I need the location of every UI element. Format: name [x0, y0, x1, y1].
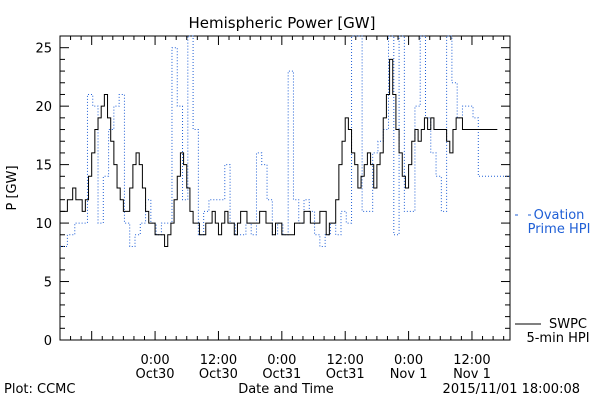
x-tick-label-time: 0:00: [394, 353, 423, 368]
y-ticks: 0 5 10 15 20 25: [35, 35, 510, 349]
x-ticks: 0:00Oct3012:00Oct300:00Oct3112:00Oct310:…: [59, 36, 505, 382]
x-tick-label-date: Oct30: [136, 367, 175, 382]
series-layer: [60, 35, 510, 247]
legend-swpc-line1: SWPC: [549, 317, 587, 332]
chart-title: Hemispheric Power [GW]: [189, 14, 376, 32]
legend-swpc-line2: 5-min HPI: [526, 331, 589, 346]
x-tick-label-time: 12:00: [200, 353, 237, 368]
y-tick-label: 0: [44, 334, 52, 349]
y-tick-label: 20: [35, 100, 52, 115]
footer-right: 2015/11/01 18:00:08: [443, 382, 580, 397]
y-axis-label: P [GW]: [5, 165, 20, 210]
footer-left: Plot: CCMC: [4, 382, 75, 397]
plot-frame: [59, 35, 511, 341]
legend-ovation: Ovation Prime HPI: [515, 208, 590, 237]
y-tick-label: 15: [35, 159, 52, 174]
x-tick-label-time: 0:00: [140, 353, 169, 368]
x-tick-label-date: Nov 1: [390, 367, 428, 382]
x-tick-label-date: Oct30: [199, 367, 238, 382]
legend-ovation-line2: Prime HPI: [528, 222, 591, 237]
x-tick-label-date: Oct31: [262, 367, 301, 382]
series-ovation-prime-hpi: [60, 35, 510, 247]
y-tick-label: 25: [35, 42, 52, 57]
y-tick-label: 10: [35, 217, 52, 232]
x-tick-label-date: Oct31: [326, 367, 365, 382]
legend-swpc: SWPC 5-min HPI: [515, 317, 590, 346]
y-tick-label: 5: [44, 276, 52, 291]
x-tick-label-time: 0:00: [267, 353, 296, 368]
series-swpc-hpi: [60, 58, 498, 247]
x-axis-label: Date and Time: [238, 382, 334, 397]
x-tick-label-time: 12:00: [453, 353, 490, 368]
x-tick-label-time: 12:00: [326, 353, 363, 368]
x-tick-label-date: Nov 1: [453, 367, 491, 382]
legend-ovation-line1: Ovation: [534, 208, 585, 223]
